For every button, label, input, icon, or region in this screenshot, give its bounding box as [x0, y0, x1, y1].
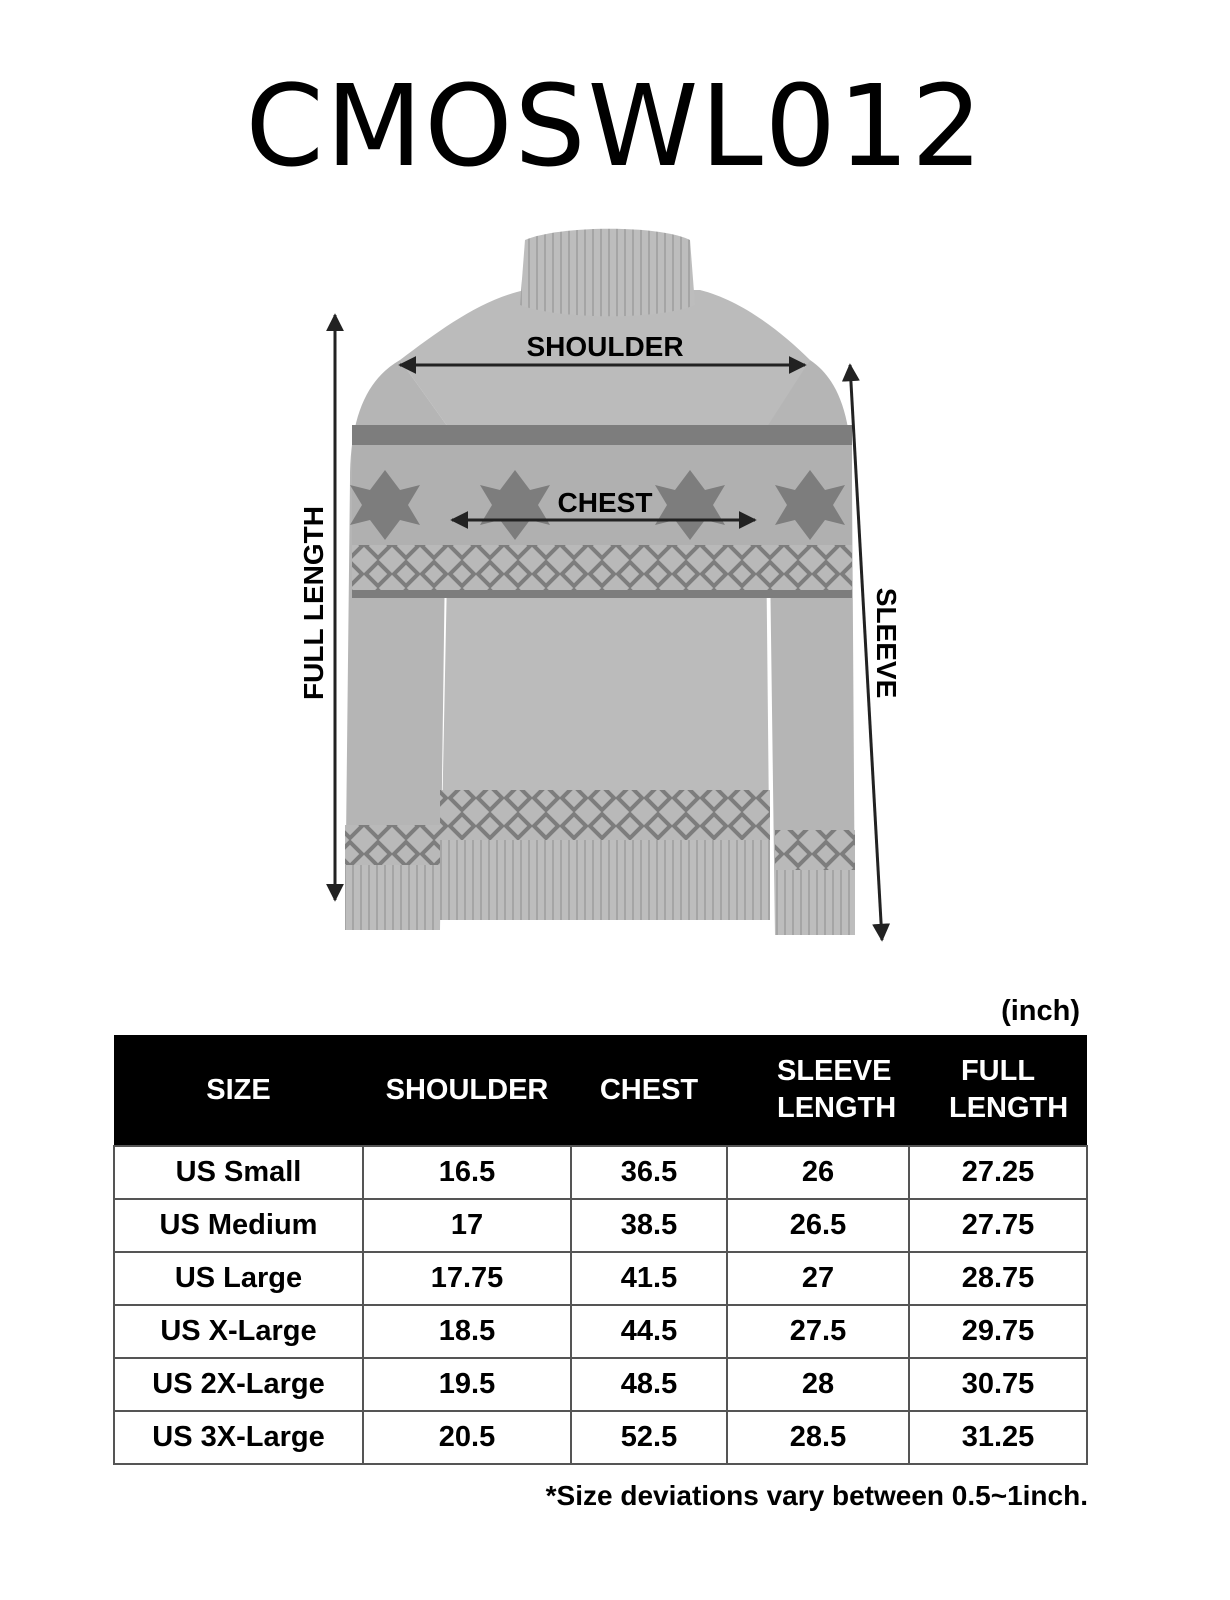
- product-code-title: CMOSWL012: [245, 62, 985, 192]
- table-row: US Small 16.5 36.5 26 27.25: [113, 1145, 1088, 1200]
- cell-sleeve-length: 28: [726, 1357, 910, 1412]
- shoulder-label: SHOULDER: [526, 331, 683, 362]
- table-row: US Large 17.75 41.5 27 28.75: [113, 1251, 1088, 1306]
- sleeve-arrow: [841, 363, 891, 942]
- header-chest: CHEST: [571, 1035, 727, 1146]
- header-shoulder: SHOULDER: [363, 1035, 571, 1146]
- cell-sleeve-length: 28.5: [726, 1410, 910, 1465]
- cell-size: US Small: [113, 1145, 364, 1200]
- table-row: US Medium 17 38.5 26.5 27.75: [113, 1198, 1088, 1253]
- cell-chest: 52.5: [570, 1410, 728, 1465]
- cell-shoulder: 17.75: [362, 1251, 572, 1306]
- cell-chest: 36.5: [570, 1145, 728, 1200]
- cell-full-length: 28.75: [908, 1251, 1088, 1306]
- cell-full-length: 31.25: [908, 1410, 1088, 1465]
- cell-shoulder: 20.5: [362, 1410, 572, 1465]
- table-row: US 2X-Large 19.5 48.5 28 30.75: [113, 1357, 1088, 1412]
- table-row: US 3X-Large 20.5 52.5 28.5 31.25: [113, 1410, 1088, 1465]
- cell-shoulder: 16.5: [362, 1145, 572, 1200]
- header-full-length: FULL LENGTH: [909, 1035, 1087, 1146]
- cell-full-length: 27.25: [908, 1145, 1088, 1200]
- cell-sleeve-length: 26.5: [726, 1198, 910, 1253]
- unit-label: (inch): [1001, 995, 1080, 1027]
- table-row: US X-Large 18.5 44.5 27.5 29.75: [113, 1304, 1088, 1359]
- cell-shoulder: 19.5: [362, 1357, 572, 1412]
- cell-size: US Medium: [113, 1198, 364, 1253]
- full-length-label: FULL LENGTH: [298, 506, 329, 700]
- cell-sleeve-length: 26: [726, 1145, 910, 1200]
- header-sleeve-length: SLEEVE LENGTH: [727, 1035, 909, 1146]
- cell-full-length: 27.75: [908, 1198, 1088, 1253]
- cell-full-length: 30.75: [908, 1357, 1088, 1412]
- cell-chest: 38.5: [570, 1198, 728, 1253]
- cell-shoulder: 18.5: [362, 1304, 572, 1359]
- cell-full-length: 29.75: [908, 1304, 1088, 1359]
- cell-size: US 3X-Large: [113, 1410, 364, 1465]
- header-size: SIZE: [114, 1035, 363, 1146]
- cell-chest: 44.5: [570, 1304, 728, 1359]
- size-deviation-note: *Size deviations vary between 0.5~1inch.: [545, 1480, 1088, 1511]
- table-header-row: SIZE SHOULDER CHEST SLEEVE LENGTH FULL L…: [114, 1035, 1087, 1146]
- sleeve-label: SLEEVE: [871, 588, 902, 698]
- cell-chest: 48.5: [570, 1357, 728, 1412]
- cell-size: US 2X-Large: [113, 1357, 364, 1412]
- measurement-arrows: [326, 313, 891, 942]
- cell-chest: 41.5: [570, 1251, 728, 1306]
- cell-shoulder: 17: [362, 1198, 572, 1253]
- cell-sleeve-length: 27.5: [726, 1304, 910, 1359]
- cell-sleeve-length: 27: [726, 1251, 910, 1306]
- cell-size: US Large: [113, 1251, 364, 1306]
- size-chart-table: SIZE SHOULDER CHEST SLEEVE LENGTH FULL L…: [113, 1035, 1088, 1465]
- sweater-measurement-diagram: SHOULDER CHEST FULL LENGTH SLEEVE: [298, 228, 902, 942]
- cell-size: US X-Large: [113, 1304, 364, 1359]
- chest-label: CHEST: [558, 487, 653, 518]
